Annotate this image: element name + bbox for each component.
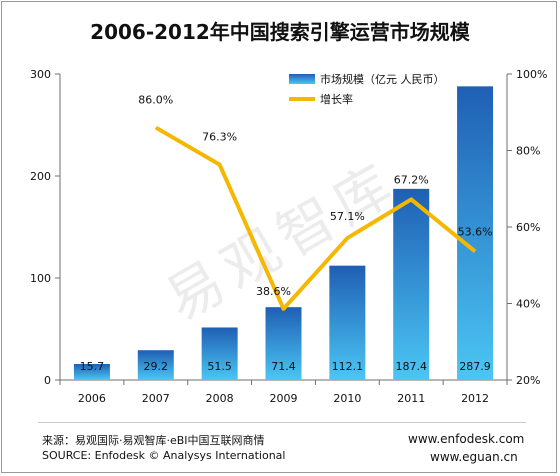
bar-2009 <box>265 307 302 380</box>
chart-title: 2006-2012年中国搜索引擎运营市场规模 <box>90 20 470 44</box>
growth-rate-label: 67.2% <box>394 173 429 186</box>
x-tick-label: 2009 <box>270 392 298 405</box>
bar-value-label: 112.1 <box>332 360 364 373</box>
bar-2012 <box>457 86 494 380</box>
left-tick-label: 0 <box>44 374 51 387</box>
growth-rate-line <box>154 125 477 311</box>
growth-rate-label: 57.1% <box>330 210 365 223</box>
x-tick-label: 2007 <box>142 392 170 405</box>
right-tick-label: 40% <box>516 298 540 311</box>
right-tick-label: 60% <box>516 221 540 234</box>
x-tick-label: 2012 <box>461 392 489 405</box>
bar-2011 <box>393 188 430 380</box>
bar-value-label: 15.7 <box>80 360 105 373</box>
growth-rate-label: 86.0% <box>138 94 173 107</box>
bar-value-label: 187.4 <box>395 360 427 373</box>
bar-value-label: 51.5 <box>207 360 232 373</box>
right-tick-label: 100% <box>516 68 547 81</box>
legend-line-label: 增长率 <box>320 92 353 106</box>
bar-2007 <box>137 350 174 380</box>
right-tick-label: 80% <box>516 145 540 158</box>
bar-value-label: 29.2 <box>144 360 169 373</box>
x-tick-label: 2010 <box>333 392 361 405</box>
left-tick-label: 100 <box>30 272 51 285</box>
left-tick-label: 200 <box>30 170 51 183</box>
bar-2010 <box>329 265 366 380</box>
source-cn: 来源：易观国际·易观智库·eBI中国互联网商情 <box>42 434 265 447</box>
source-en: SOURCE: Enfodesk © Analysys Internationa… <box>42 449 286 462</box>
growth-rate-label: 38.6% <box>256 285 291 298</box>
legend-bar-swatch <box>289 74 315 84</box>
footer-divider <box>38 422 526 423</box>
x-tick-label: 2008 <box>206 392 234 405</box>
right-tick-label: 20% <box>516 374 540 387</box>
bar-value-label: 287.9 <box>459 360 491 373</box>
footer-url-eguan: www.eguan.cn <box>430 450 518 464</box>
bar-2006 <box>73 363 110 380</box>
bar-2008 <box>201 327 238 380</box>
footer-url-enfodesk: www.enfodesk.com <box>408 432 525 446</box>
bar-value-label: 71.4 <box>271 360 296 373</box>
growth-rate-label: 53.6% <box>458 225 493 238</box>
growth-rate-label: 76.3% <box>202 131 237 144</box>
left-tick-label: 300 <box>30 68 51 81</box>
legend-bar-label: 市场规模（亿元 人民币） <box>320 72 445 86</box>
x-tick-label: 2011 <box>397 392 425 405</box>
x-tick-label: 2006 <box>78 392 106 405</box>
